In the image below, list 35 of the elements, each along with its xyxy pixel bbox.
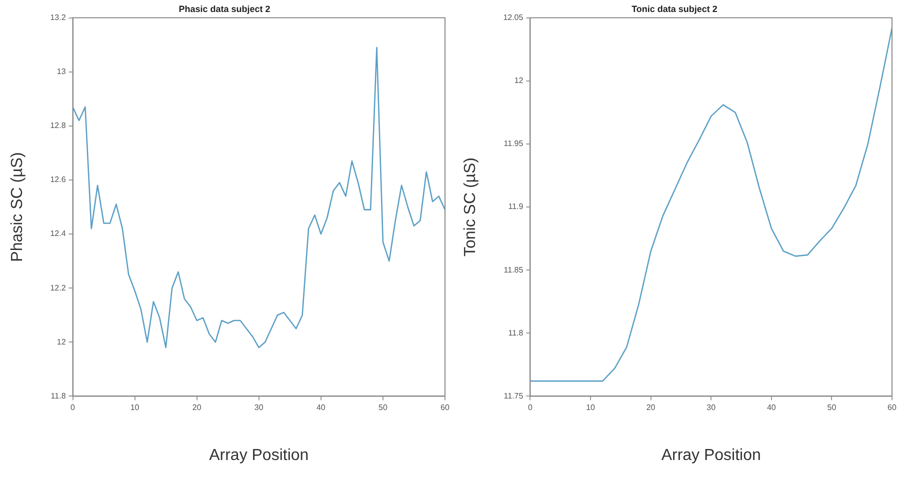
x-tick-label: 0 — [528, 403, 533, 412]
x-tick-label: 50 — [378, 403, 388, 412]
y-tick-label: 12 — [514, 76, 524, 86]
y-tick-label: 11.8 — [50, 391, 66, 400]
y-tick-label: 11.8 — [508, 328, 524, 338]
x-tick-label: 40 — [766, 403, 776, 412]
y-tick-label: 12.4 — [50, 229, 66, 238]
y-tick-label: 12.8 — [50, 121, 66, 130]
x-tick-label: 30 — [706, 403, 716, 412]
x-tick-label: 40 — [316, 403, 326, 412]
x-tick-label: 20 — [646, 403, 656, 412]
x-tick-label: 60 — [440, 403, 450, 412]
x-axis-title: Array Position — [209, 446, 309, 464]
x-axis-title: Array Position — [661, 446, 761, 464]
y-tick-label: 13.2 — [50, 13, 66, 22]
x-tick-label: 30 — [254, 403, 264, 412]
y-tick-label: 13 — [56, 67, 66, 76]
x-tick-label: 60 — [888, 403, 897, 412]
x-tick-label: 50 — [827, 403, 837, 412]
x-tick-label: 10 — [586, 403, 596, 412]
y-axis-title: Tonic SC (µS) — [462, 157, 480, 257]
y-tick-label: 12 — [56, 337, 66, 346]
y-tick-label: 12.6 — [50, 175, 66, 184]
chart-title: Phasic data subject 2 — [178, 4, 270, 14]
y-tick-label: 11.95 — [504, 139, 524, 148]
x-tick-label: 0 — [70, 403, 76, 412]
chart-title: Tonic data subject 2 — [632, 4, 718, 14]
x-tick-label: 20 — [192, 403, 202, 412]
y-tick-label: 11.9 — [508, 202, 524, 212]
y-tick-label: 12.05 — [503, 13, 524, 22]
y-axis-title: Phasic SC (µS) — [9, 152, 26, 262]
y-tick-label: 12.2 — [50, 283, 66, 292]
y-tick-label: 11.85 — [504, 265, 524, 274]
y-tick-label: 11.75 — [504, 391, 524, 400]
x-tick-label: 10 — [130, 403, 140, 412]
